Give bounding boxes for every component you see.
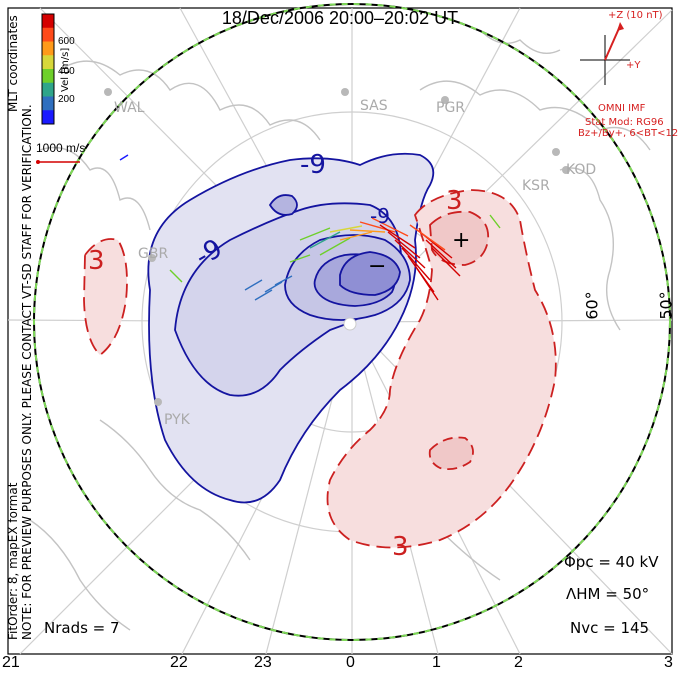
map-title: 18/Dec/2006 20:00–20:02 UT bbox=[221, 8, 459, 28]
potential-min-marker: − bbox=[368, 254, 387, 279]
boundary-dash bbox=[33, 3, 671, 641]
colorbar-segment bbox=[42, 110, 54, 125]
site-wal: WAL bbox=[114, 100, 145, 116]
contour-label-pos-b: 3 bbox=[88, 246, 105, 276]
mlt-tick-0: 0 bbox=[346, 654, 355, 671]
potential-max-marker: + bbox=[452, 228, 471, 253]
contour-label-neg-c: -9 bbox=[370, 204, 390, 228]
colorbar-segment bbox=[42, 41, 54, 56]
scale-label: 1000 m/s bbox=[36, 141, 86, 155]
site-kod: KOD bbox=[566, 162, 597, 178]
stat-n-vc: Nvc = 145 bbox=[570, 619, 650, 637]
colorbar-segment bbox=[42, 69, 54, 84]
site-gbr: GBR bbox=[138, 246, 169, 262]
mlt-tick-2: 2 bbox=[514, 654, 523, 671]
imf-stat-mod: Stat Mod: RG96 bbox=[585, 117, 664, 128]
preview-note: NOTE: FOR PREVIEW PURPOSES ONLY. PLEASE … bbox=[20, 104, 34, 640]
imf-condition: Bz+/By+, 6<BT<12 bbox=[578, 128, 679, 139]
site-ksr: KSR bbox=[522, 178, 550, 194]
mlt-tick-21: 21 bbox=[2, 654, 20, 671]
fit-order: FitOrder: 8, mapEX format bbox=[6, 482, 20, 640]
site-sas: SAS bbox=[360, 98, 388, 114]
velocity-vectors bbox=[119, 154, 501, 301]
colorbar-frame bbox=[41, 13, 55, 125]
colorbar-tick-400: 400 bbox=[58, 66, 75, 77]
mlt-tick-23: 23 bbox=[254, 654, 272, 671]
contour-label-pos-c: 3 bbox=[392, 532, 409, 562]
site-pyk: PYK bbox=[164, 412, 190, 428]
colorbar-segment bbox=[42, 14, 54, 29]
mlt-tick-3: 3 bbox=[664, 654, 673, 671]
imf-clock bbox=[580, 22, 630, 85]
coordinate-label: MLT coordinates bbox=[6, 15, 20, 112]
site-pgr: PGR bbox=[436, 100, 466, 116]
colorbar-tick-600: 600 bbox=[58, 36, 75, 47]
colorbar-segment bbox=[42, 55, 54, 70]
plot-frame bbox=[7, 7, 673, 655]
positive-potential-cell bbox=[83, 189, 557, 549]
contour-label-pos-a: 3 bbox=[446, 186, 463, 216]
stat-n-rads: Nrads = 7 bbox=[44, 619, 120, 637]
lat-label-60: 60° bbox=[582, 291, 602, 320]
colorbar-segment bbox=[42, 27, 54, 42]
mlt-tick-1: 1 bbox=[432, 654, 441, 671]
contour-label-neg-b: -9 bbox=[300, 150, 326, 180]
colorbar-segment bbox=[42, 96, 54, 111]
mlt-tick-22: 22 bbox=[170, 654, 188, 671]
colorbar-tick-200: 200 bbox=[58, 94, 75, 105]
colorbar-segment bbox=[42, 82, 54, 97]
pole-marker bbox=[343, 317, 357, 331]
stat-lambda-hm: ΛHM = 50° bbox=[566, 585, 650, 603]
imf-y-label: +Y bbox=[626, 60, 641, 71]
imf-z-label: +Z (10 nT) bbox=[608, 10, 663, 21]
stat-phi-pc: Φpc = 40 kV bbox=[564, 553, 659, 571]
imf-source: OMNI IMF bbox=[598, 103, 646, 114]
radar-sites bbox=[104, 88, 570, 406]
negative-potential-cell bbox=[147, 152, 435, 504]
scale-vector-origin bbox=[36, 160, 40, 164]
velocity-colorbar bbox=[41, 13, 55, 125]
lat-label-50: 50° bbox=[656, 291, 676, 320]
